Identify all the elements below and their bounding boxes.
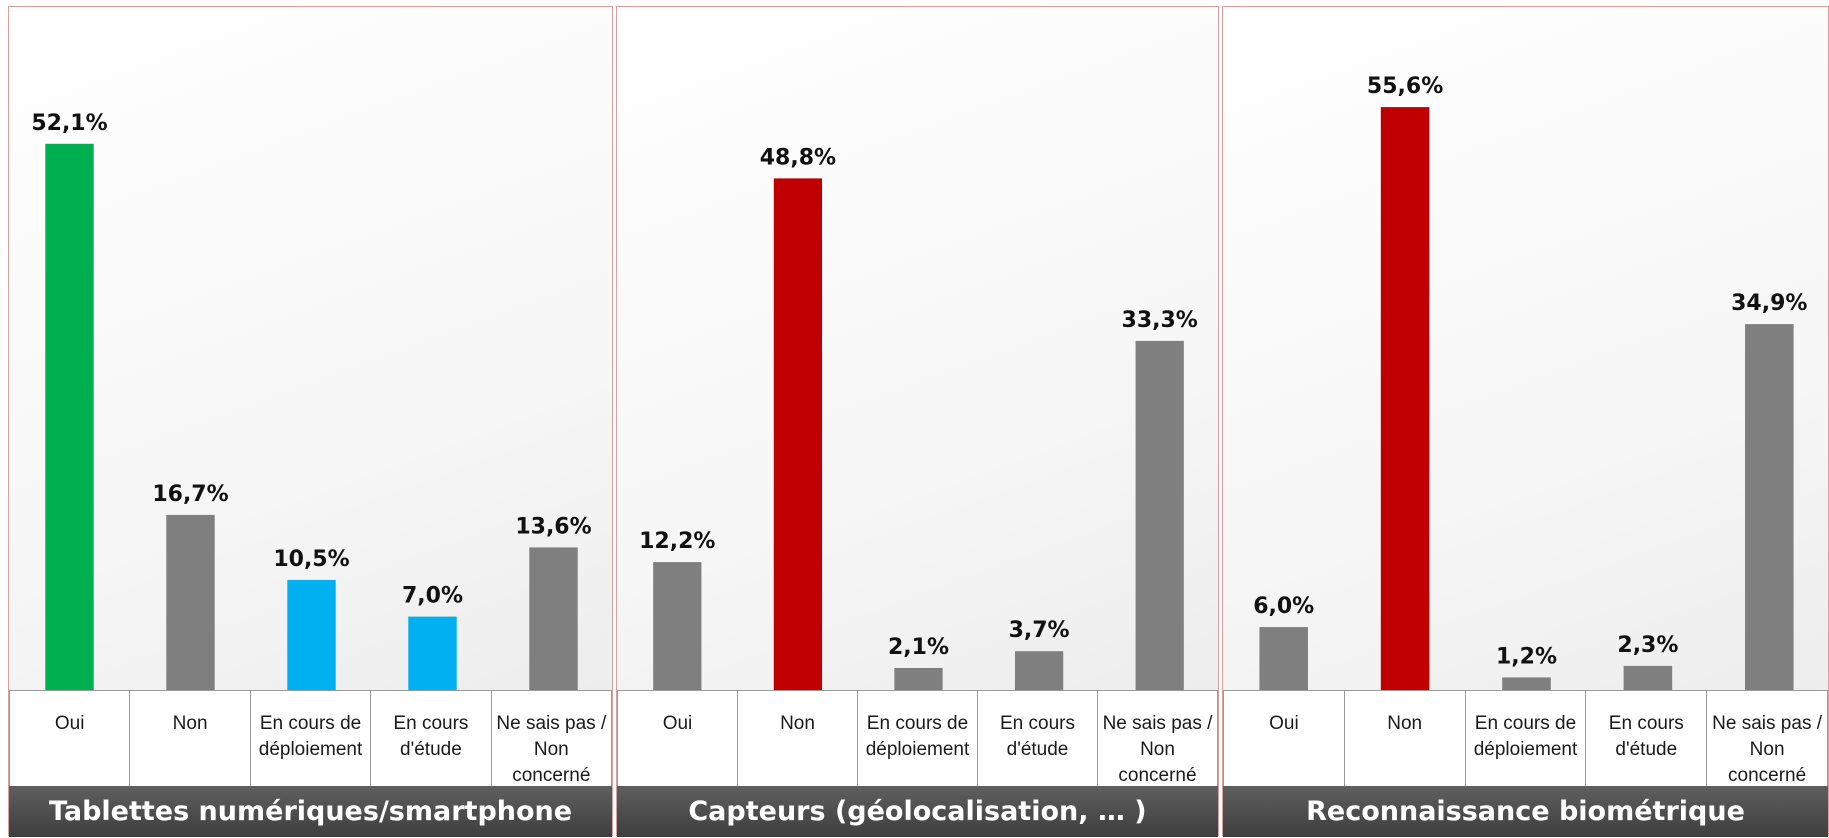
bar-value-label: 6,0% [1253,594,1314,619]
bar-value-label: 55,6% [1367,74,1443,99]
bar-value-label: 16,7% [152,482,228,507]
category-label-non: Non [1345,691,1466,787]
bar-value-label: 2,3% [1617,633,1678,658]
category-label-row: Oui Non En cours de déploiement En cours… [617,690,1218,787]
bar-value-label: 12,2% [639,529,715,554]
category-label-ne-sais-pas: Ne sais pas / Non concerné [1098,691,1218,787]
bar [45,143,94,690]
category-label-deploiement: En cours de déploiement [858,691,978,787]
bar-plot-area: 6,0% 55,6% 1,2% 2,3% 34,9% [1253,74,1807,690]
category-label-row: Oui Non En cours de déploiement En cours… [9,690,613,787]
category-label-deploiement: En cours de déploiement [1466,691,1587,787]
bar-value-label: 33,3% [1122,308,1198,333]
bar [1014,651,1064,690]
chart-panel-tablettes: 52,1% 16,7% 10,5% 7,0% 13,6% Oui Non En cour… [8,6,613,837]
category-label-non: Non [130,691,251,787]
bar [408,616,457,690]
chart-panel-capteurs: 12,2% 48,8% 2,1% 3,7% 33,3% Oui Non En cours… [616,6,1219,837]
bar-value-label: 48,8% [760,145,836,170]
bar-value-label: 3,7% [1009,618,1070,643]
category-label-oui: Oui [617,691,738,787]
bar [1259,627,1308,690]
category-label-etude: En cours d'étude [978,691,1098,787]
category-label-etude: En cours d'étude [1586,691,1708,787]
bar-plot-area: 52,1% 16,7% 10,5% 7,0% 13,6% [31,111,592,690]
category-label-ne-sais-pas: Ne sais pas / Non concerné [1707,691,1828,787]
bar [166,514,215,690]
bar-value-label: 10,5% [273,547,349,572]
category-label-oui: Oui [9,691,131,787]
bar [1135,340,1184,690]
bar [1623,665,1673,690]
bar [1502,677,1551,690]
category-label-ne-sais-pas: Ne sais pas / Non concerné [492,691,613,787]
bar-value-label: 1,2% [1496,644,1557,669]
bar-value-label: 7,0% [402,584,463,609]
chart-title: Tablettes numériques/smartphone [9,786,612,837]
chart-title: Reconnaissance biométrique [1223,786,1828,837]
bar [894,667,943,690]
category-label-etude: En cours d'étude [371,691,492,787]
bar [773,178,823,690]
bar-plot-area: 12,2% 48,8% 2,1% 3,7% 33,3% [639,145,1198,690]
bar-value-label: 2,1% [888,635,949,660]
bar [1380,107,1430,690]
category-label-deploiement: En cours de déploiement [251,691,372,787]
category-label-row: Oui Non En cours de déploiement En cours… [1223,690,1828,787]
chart-title: Capteurs (géolocalisation, … ) [617,786,1218,837]
chart-panel-biometrie: 6,0% 55,6% 1,2% 2,3% 34,9% Oui Non En cours … [1222,6,1829,837]
bar [287,579,336,690]
bar [1745,324,1794,690]
category-label-non: Non [738,691,858,787]
bar-value-label: 34,9% [1731,291,1807,316]
bar [653,562,702,690]
bar [529,547,578,690]
bar-value-label: 52,1% [31,111,107,136]
bar-value-label: 13,6% [515,514,591,539]
category-label-oui: Oui [1223,691,1345,787]
